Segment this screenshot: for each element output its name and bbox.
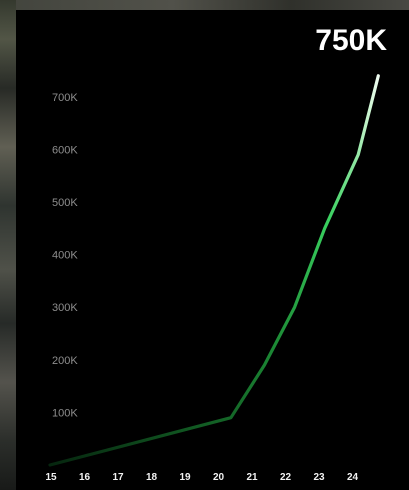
- x-tick-label: 23: [313, 472, 325, 483]
- y-tick-label: 500K: [52, 197, 78, 209]
- y-tick-label: 600K: [52, 144, 78, 156]
- x-tick-label: 22: [280, 472, 292, 483]
- series-line: [50, 76, 378, 465]
- peak-value-callout: 750K: [315, 24, 387, 57]
- series-layer: [50, 76, 379, 465]
- annotation-layer: 750K: [315, 24, 387, 57]
- y-tick-label: 300K: [52, 302, 78, 314]
- x-tick-label: 20: [213, 472, 225, 483]
- x-tick-label: 15: [45, 472, 57, 483]
- y-tick-label: 100K: [52, 407, 78, 419]
- y-axis: 100K 200K 300K 400K 500K 600K 700K: [52, 92, 78, 420]
- x-tick-label: 24: [347, 472, 359, 483]
- x-tick-label: 18: [146, 472, 158, 483]
- y-tick-label: 400K: [52, 250, 78, 262]
- y-tick-label: 200K: [52, 355, 78, 367]
- x-tick-label: 16: [79, 472, 91, 483]
- y-tick-label: 700K: [52, 92, 78, 104]
- x-tick-label: 21: [246, 472, 258, 483]
- x-tick-label: 17: [112, 472, 124, 483]
- x-tick-label: 19: [179, 472, 191, 483]
- x-axis: 15 16 17 18 19 20 21 22 23 24: [45, 472, 358, 483]
